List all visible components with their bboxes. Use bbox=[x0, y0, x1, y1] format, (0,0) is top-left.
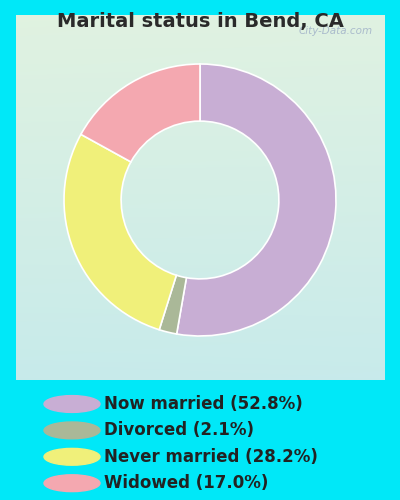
Wedge shape bbox=[81, 64, 200, 162]
Text: Never married (28.2%): Never married (28.2%) bbox=[104, 448, 318, 466]
Text: Divorced (2.1%): Divorced (2.1%) bbox=[104, 422, 254, 440]
Wedge shape bbox=[64, 134, 176, 330]
Circle shape bbox=[44, 448, 100, 465]
Wedge shape bbox=[159, 276, 186, 334]
Circle shape bbox=[44, 475, 100, 492]
Circle shape bbox=[44, 422, 100, 439]
Text: City-Data.com: City-Data.com bbox=[299, 26, 373, 36]
Circle shape bbox=[44, 396, 100, 412]
Text: Now married (52.8%): Now married (52.8%) bbox=[104, 395, 303, 413]
Text: Widowed (17.0%): Widowed (17.0%) bbox=[104, 474, 268, 492]
Wedge shape bbox=[177, 64, 336, 336]
Text: Marital status in Bend, CA: Marital status in Bend, CA bbox=[56, 12, 344, 32]
